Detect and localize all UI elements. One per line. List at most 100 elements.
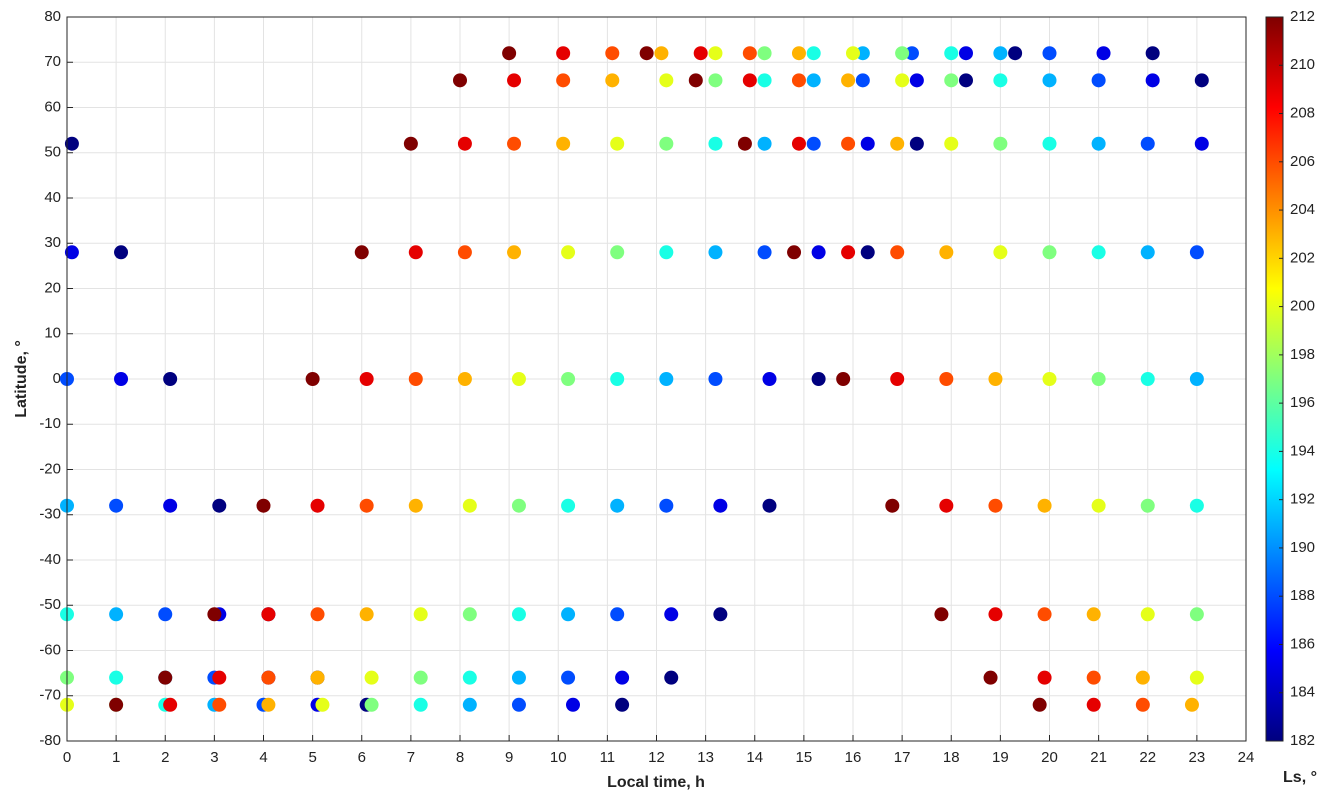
point <box>359 372 374 386</box>
point <box>1189 498 1204 513</box>
point <box>462 697 477 712</box>
colorbar <box>1265 16 1284 742</box>
point <box>664 670 679 685</box>
point <box>762 372 777 386</box>
point <box>983 670 998 685</box>
point <box>556 136 571 151</box>
point <box>944 136 959 151</box>
point <box>462 498 477 513</box>
point <box>639 46 654 61</box>
point <box>605 73 620 88</box>
point <box>565 697 580 712</box>
point <box>855 46 870 61</box>
point <box>1145 46 1160 61</box>
point <box>688 73 703 88</box>
point <box>1140 498 1155 513</box>
point <box>1189 607 1204 622</box>
point <box>659 498 674 513</box>
point <box>708 245 723 260</box>
point <box>261 670 276 685</box>
point <box>1037 498 1052 513</box>
point <box>939 245 954 260</box>
point <box>561 498 576 513</box>
point <box>757 73 772 88</box>
point <box>806 46 821 61</box>
point <box>757 245 772 260</box>
point <box>1042 372 1057 386</box>
point <box>742 46 757 61</box>
point <box>1140 245 1155 260</box>
point <box>1135 670 1150 685</box>
x-tick-label: 14 <box>746 749 763 766</box>
point <box>556 73 571 88</box>
point <box>114 372 129 386</box>
x-tick-label: 21 <box>1090 749 1107 766</box>
point <box>507 73 522 88</box>
point <box>895 73 910 88</box>
point <box>1042 136 1057 151</box>
colorbar-tick-label: 212 <box>1290 8 1315 25</box>
y-tick-label: 50 <box>44 144 61 161</box>
point <box>163 372 178 386</box>
point <box>664 607 679 622</box>
point <box>610 245 625 260</box>
point <box>654 46 669 61</box>
point <box>909 73 924 88</box>
point <box>1145 73 1160 88</box>
point <box>207 607 222 622</box>
point <box>1189 245 1204 260</box>
point <box>310 670 325 685</box>
point <box>1042 73 1057 88</box>
point <box>904 46 919 61</box>
point <box>511 607 526 622</box>
point <box>890 136 905 151</box>
point <box>1032 697 1047 712</box>
point <box>408 498 423 513</box>
points <box>60 46 1209 712</box>
point <box>511 372 526 386</box>
point <box>507 136 522 151</box>
point <box>114 245 129 260</box>
colorbar-tick-label: 194 <box>1290 442 1315 459</box>
colorbar-tick-label: 202 <box>1290 249 1315 266</box>
colorbar-tick-label: 200 <box>1290 298 1315 315</box>
colorbar-tick-label: 188 <box>1290 587 1315 604</box>
point <box>836 372 851 386</box>
x-tick-label: 7 <box>407 749 415 766</box>
x-tick-label: 16 <box>845 749 862 766</box>
x-tick-label: 0 <box>63 749 71 766</box>
point <box>708 46 723 61</box>
point <box>708 372 723 386</box>
point <box>305 372 320 386</box>
point <box>408 245 423 260</box>
point <box>561 607 576 622</box>
point <box>934 607 949 622</box>
point <box>457 136 472 151</box>
y-tick-label: -10 <box>39 415 61 432</box>
point <box>806 73 821 88</box>
y-tick-label: 60 <box>44 98 61 115</box>
x-tick-label: 2 <box>161 749 169 766</box>
colorbar-label: Ls, ° <box>1283 769 1317 786</box>
point <box>1037 607 1052 622</box>
point <box>561 372 576 386</box>
point <box>993 136 1008 151</box>
point <box>1091 498 1106 513</box>
point <box>909 136 924 151</box>
point <box>939 498 954 513</box>
point <box>742 73 757 88</box>
point <box>615 697 630 712</box>
point <box>958 73 973 88</box>
point <box>507 245 522 260</box>
colorbar-tick-label: 192 <box>1290 491 1315 508</box>
x-axis-label: Local time, h <box>607 774 705 791</box>
x-tick-label: 9 <box>505 749 513 766</box>
point <box>841 245 856 260</box>
y-tick-label: 10 <box>44 325 61 342</box>
point <box>109 498 124 513</box>
point <box>860 136 875 151</box>
point <box>561 670 576 685</box>
point <box>1042 46 1057 61</box>
x-tick-label: 6 <box>358 749 366 766</box>
